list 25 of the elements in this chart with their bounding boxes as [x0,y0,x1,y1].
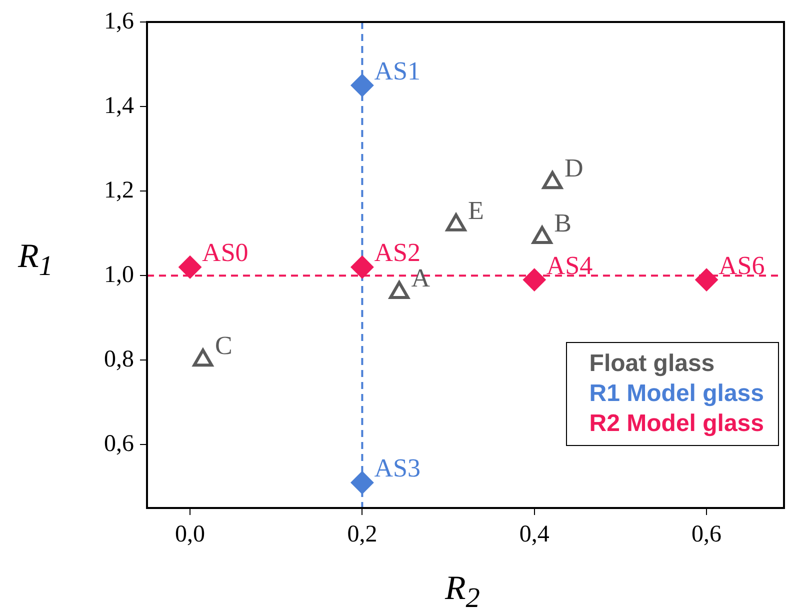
annotation: AS0 [202,238,248,268]
x-tick-label: 0,4 [519,522,550,548]
y-tick-label: 0,8 [104,346,134,372]
text: R1 Model glass [589,379,764,409]
x-tick-label: 0,2 [347,522,378,548]
y-tick-label: 1,6 [104,8,134,34]
y-tick-label: 0,6 [104,430,134,457]
y-tick-label: 1,0 [104,262,134,288]
x-tick-label: 0,0 [175,522,206,548]
annotation: C [214,331,232,360]
y-tick-label: 1,4 [104,92,134,119]
annotation: AS4 [546,250,593,280]
text: R2 Model glass [589,409,764,439]
y-tick-label: 1,2 [104,177,134,204]
annotation: E [468,196,484,225]
annotation: B [554,208,572,238]
text: Float glass [589,349,716,379]
x-tick-label: 0,6 [692,522,722,548]
annotation: D [564,154,584,183]
annotation: AS6 [718,250,765,280]
annotation: AS1 [374,56,420,86]
y-axis-title: R$_{1}$ [18,238,53,283]
annotation: AS3 [374,454,420,483]
annotation: AS2 [374,238,420,268]
x-axis-title: R$_{2}$ [445,570,480,615]
